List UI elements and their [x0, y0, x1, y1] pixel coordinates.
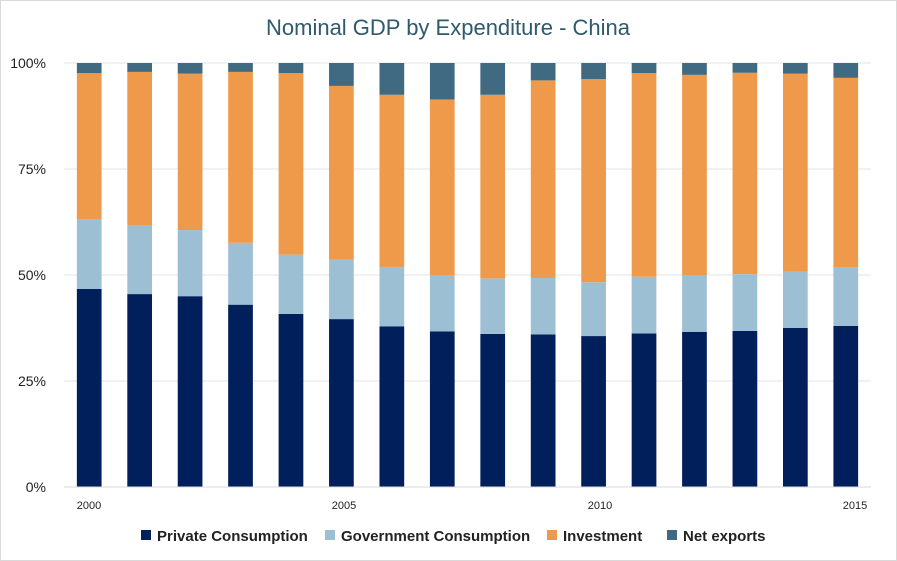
legend-swatch-private-consumption	[141, 530, 151, 540]
y-axis-ticks: 0% 25% 50% 75% 100%	[10, 55, 46, 495]
bar-segment-net-exports-2009	[530, 63, 556, 81]
bar-segment-private-consumption-2000	[76, 288, 102, 487]
bar-segment-net-exports-2003	[228, 63, 253, 72]
bar-segment-net-exports-2005	[329, 63, 354, 86]
bar-segment-private-consumption-2013	[732, 330, 758, 487]
bar-segment-private-consumption-2007	[429, 331, 455, 487]
bar-segment-net-exports-2011	[631, 63, 657, 74]
bar-segment-investment-2009	[530, 80, 556, 278]
bar-segment-private-consumption-2004	[278, 314, 304, 487]
x-tick-label: 2010	[588, 500, 612, 512]
bar-segment-government-consumption-2014	[782, 271, 808, 328]
bar-segment-net-exports-2001	[127, 63, 153, 72]
bar-segment-private-consumption-2012	[682, 331, 707, 487]
legend-swatch-government-consumption	[325, 530, 335, 540]
bar-segment-investment-2010	[581, 79, 606, 283]
bar-segment-investment-2004	[278, 73, 304, 255]
bar-segment-private-consumption-2015	[833, 325, 859, 487]
bar-segment-private-consumption-2002	[177, 296, 203, 487]
bar-segment-private-consumption-2011	[631, 333, 657, 487]
bar-segment-investment-2007	[429, 99, 455, 276]
bar-segment-government-consumption-2010	[581, 282, 606, 337]
bar-segment-private-consumption-2009	[530, 334, 556, 487]
bar-segment-government-consumption-2005	[329, 259, 354, 320]
bar-segment-government-consumption-2000	[76, 219, 102, 289]
bar-segment-net-exports-2008	[480, 63, 506, 95]
bar-segment-investment-2001	[127, 71, 153, 226]
bar-segment-investment-2008	[480, 94, 506, 279]
legend-label-net-exports: Net exports	[683, 528, 766, 545]
bar-segment-investment-2002	[177, 73, 203, 231]
bar-segment-private-consumption-2003	[228, 304, 253, 487]
bar-segment-private-consumption-2005	[329, 319, 354, 487]
bars	[76, 63, 859, 487]
bar-segment-government-consumption-2003	[228, 242, 253, 305]
bar-segment-net-exports-2004	[278, 63, 304, 74]
y-tick-label: 75%	[18, 161, 46, 177]
bar-segment-government-consumption-2006	[379, 266, 405, 327]
bar-segment-net-exports-2014	[782, 63, 808, 74]
x-tick-label: 2005	[332, 500, 356, 512]
bar-segment-net-exports-2007	[429, 63, 455, 100]
legend-label-private-consumption: Private Consumption	[157, 528, 308, 545]
bar-segment-investment-2000	[76, 73, 102, 220]
bar-segment-investment-2006	[379, 94, 405, 267]
bar-segment-government-consumption-2015	[833, 267, 859, 326]
y-tick-label: 25%	[18, 373, 46, 389]
legend-label-government-consumption: Government Consumption	[341, 528, 530, 545]
y-tick-label: 0%	[26, 479, 46, 495]
bar-segment-net-exports-2002	[177, 63, 203, 74]
x-tick-label: 2000	[77, 500, 101, 512]
chart-title: Nominal GDP by Expenditure - China	[266, 15, 631, 40]
bar-segment-government-consumption-2008	[480, 278, 506, 334]
bar-segment-net-exports-2012	[682, 63, 707, 75]
bar-segment-net-exports-2015	[833, 63, 859, 78]
bar-segment-investment-2011	[631, 73, 657, 277]
bar-segment-private-consumption-2010	[581, 336, 606, 487]
bar-segment-net-exports-2013	[732, 63, 758, 73]
bar-segment-government-consumption-2012	[682, 275, 707, 332]
legend: Private Consumption Government Consumpti…	[141, 528, 766, 545]
bar-segment-investment-2005	[329, 85, 354, 260]
bar-segment-investment-2014	[782, 73, 808, 272]
legend-swatch-investment	[547, 530, 557, 540]
bar-segment-government-consumption-2002	[177, 230, 203, 297]
bar-segment-net-exports-2000	[76, 63, 102, 74]
bar-segment-net-exports-2006	[379, 63, 405, 95]
bar-segment-government-consumption-2011	[631, 276, 657, 334]
bar-segment-investment-2003	[228, 71, 253, 243]
bar-segment-government-consumption-2004	[278, 254, 304, 315]
bar-segment-private-consumption-2001	[127, 294, 153, 487]
bar-segment-government-consumption-2013	[732, 274, 758, 331]
x-tick-label: 2015	[843, 500, 867, 512]
x-axis-ticks: 2000 2005 2010 2015	[77, 500, 867, 512]
bar-segment-government-consumption-2009	[530, 277, 556, 335]
bar-segment-private-consumption-2014	[782, 328, 808, 487]
bar-segment-government-consumption-2007	[429, 275, 455, 332]
bar-segment-private-consumption-2008	[480, 333, 506, 487]
y-tick-label: 50%	[18, 267, 46, 283]
bar-segment-private-consumption-2006	[379, 326, 405, 487]
bar-segment-investment-2015	[833, 77, 859, 268]
bar-segment-investment-2012	[682, 74, 707, 276]
legend-label-investment: Investment	[563, 528, 642, 545]
bar-segment-government-consumption-2001	[127, 225, 153, 295]
bar-segment-net-exports-2010	[581, 63, 606, 80]
y-tick-label: 100%	[10, 55, 46, 71]
bar-segment-investment-2013	[732, 72, 758, 275]
legend-swatch-net-exports	[667, 530, 677, 540]
